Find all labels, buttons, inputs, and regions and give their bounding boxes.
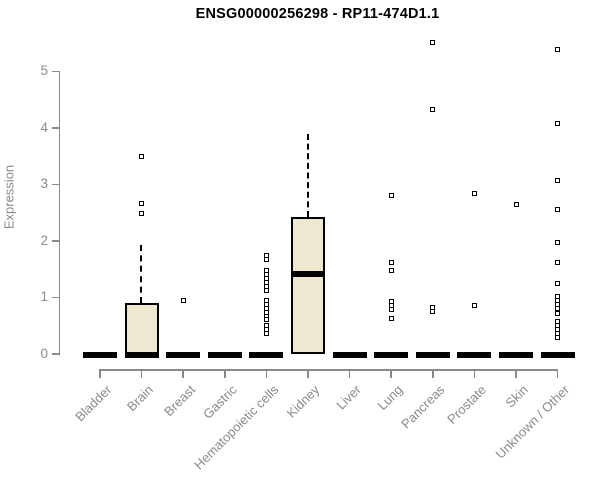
- x-tick-label: Bladder: [72, 382, 115, 425]
- outlier-point: [388, 268, 394, 274]
- x-tick-label: Gastric: [199, 382, 240, 422]
- outlier-point: [555, 47, 561, 53]
- outlier-point: [263, 317, 269, 322]
- x-tick: [99, 369, 101, 378]
- x-axis-line: [99, 369, 559, 371]
- y-tick-label: 1: [40, 289, 48, 305]
- outlier-point: [555, 178, 561, 184]
- x-tick-label: Breast: [160, 382, 198, 420]
- x-tick-label: Prostate: [444, 382, 490, 427]
- outlier-point: [555, 239, 561, 245]
- x-tick: [556, 369, 559, 378]
- chart-title: ENSG00000256298 - RP11-474D1.1: [195, 6, 440, 22]
- median-bar: [374, 351, 409, 358]
- median-bar: [457, 351, 492, 358]
- median-bar: [499, 351, 533, 358]
- x-tick: [224, 369, 226, 378]
- outlier-point: [388, 259, 394, 265]
- outlier-point: [139, 153, 145, 159]
- y-axis-line: [58, 71, 61, 354]
- outlier-point: [471, 302, 477, 308]
- y-tick: [51, 127, 60, 129]
- outlier-point: [263, 330, 269, 336]
- median-bar: [415, 351, 450, 358]
- outlier-point: [430, 107, 436, 113]
- y-axis-label: Expression: [1, 164, 17, 230]
- x-tick: [182, 369, 184, 378]
- outlier-point: [430, 39, 436, 45]
- y-tick: [51, 296, 60, 299]
- whisker: [306, 133, 309, 217]
- median-bar: [540, 351, 575, 358]
- outlier-point: [555, 259, 561, 265]
- outlier-point: [388, 306, 394, 312]
- outlier-point: [555, 306, 561, 312]
- x-tick-label: Lung: [374, 382, 406, 414]
- median-bar: [291, 270, 325, 277]
- x-tick: [473, 369, 476, 378]
- outlier-point: [139, 210, 145, 216]
- y-tick-label: 3: [40, 176, 48, 192]
- x-tick: [140, 369, 143, 378]
- outlier-point: [555, 121, 561, 127]
- x-tick: [515, 369, 517, 378]
- y-tick-label: 4: [40, 119, 48, 135]
- box: [291, 216, 325, 354]
- x-tick-label: Brain: [124, 382, 157, 415]
- whisker-cap: [300, 131, 317, 134]
- whisker-cap: [133, 241, 150, 244]
- outlier-point: [139, 201, 145, 207]
- x-tick-label: Kidney: [283, 382, 323, 421]
- median-bar: [166, 351, 201, 358]
- outlier-point: [471, 190, 477, 196]
- outlier-point: [263, 287, 269, 293]
- outlier-point: [555, 310, 561, 316]
- outlier-point: [388, 192, 394, 198]
- y-tick-label: 0: [40, 346, 48, 361]
- outlier-point: [555, 335, 561, 341]
- outlier-point: [513, 201, 519, 207]
- x-tick: [390, 369, 392, 378]
- outlier-point: [263, 257, 269, 263]
- box: [124, 302, 159, 354]
- x-tick-label: Liver: [333, 382, 365, 413]
- x-tick: [307, 369, 309, 378]
- y-tick: [51, 240, 60, 242]
- x-tick: [432, 369, 434, 378]
- x-tick-label: Unknown / Other: [492, 382, 573, 462]
- y-tick-label: 5: [40, 63, 48, 79]
- y-tick-label: 2: [40, 232, 48, 248]
- median-bar: [207, 351, 242, 358]
- outlier-point: [555, 206, 561, 212]
- median-bar: [83, 351, 117, 358]
- outlier-point: [430, 308, 436, 314]
- median-bar: [332, 351, 367, 358]
- outlier-point: [555, 280, 561, 286]
- outlier-point: [263, 252, 269, 258]
- median-bar: [124, 351, 159, 358]
- y-tick: [51, 353, 60, 355]
- y-tick: [51, 70, 60, 72]
- outlier-point: [388, 315, 394, 321]
- y-tick: [51, 183, 60, 186]
- x-tick: [348, 369, 351, 378]
- outlier-point: [180, 298, 186, 304]
- whisker: [140, 244, 143, 303]
- x-tick-label: Pancreas: [397, 382, 448, 432]
- x-tick-label: Skin: [502, 382, 531, 411]
- x-tick: [265, 369, 268, 378]
- median-bar: [249, 351, 284, 358]
